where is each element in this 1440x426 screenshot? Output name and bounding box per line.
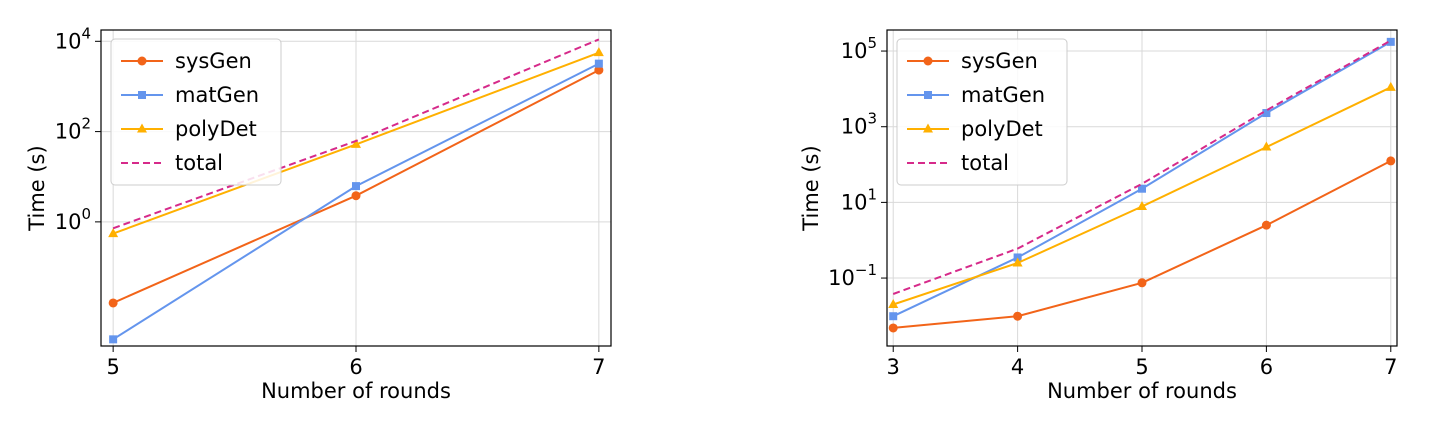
data-point-matGen (594, 59, 603, 68)
legend-marker-matGen (924, 91, 932, 99)
chart-1: 5 6 7 100 102 104 Number of rounds Time (s) sysG… (25, 24, 612, 403)
y-axis-label: Time (s) (799, 145, 823, 231)
x-axis-label: Number of rounds (261, 379, 451, 403)
y-tick-label: 104 (55, 24, 91, 53)
y-tick-label: 105 (841, 34, 877, 63)
legend-label-total: total (175, 151, 223, 175)
y-tick-label: 103 (841, 110, 877, 139)
data-point-sysGen (1261, 220, 1271, 230)
x-tick-label: 6 (349, 355, 362, 379)
y-tick-label: 100 (55, 205, 91, 234)
data-point-sysGen (1137, 278, 1147, 288)
x-tick-label: 3 (887, 355, 900, 379)
legend-label-sysGen: sysGen (175, 49, 252, 73)
data-point-sysGen (108, 298, 118, 308)
x-tick-label: 5 (106, 355, 119, 379)
legend-label-sysGen: sysGen (961, 49, 1038, 73)
series-line-total (892, 39, 1392, 295)
legend-label-polyDet: polyDet (961, 117, 1043, 141)
y-tick-label: 10−1 (828, 261, 877, 290)
legend-marker-polyDet (923, 123, 933, 133)
legend-box (896, 38, 1068, 186)
data-point-matGen (889, 312, 898, 321)
chart-2: 3 4 5 6 7 10−1 101 103 105 Number of rounds Time (… (799, 29, 1398, 403)
data-point-polyDet (593, 47, 604, 57)
legend-marker-matGen (138, 91, 146, 99)
y-tick-label: 102 (55, 115, 91, 144)
y-axis-label: Time (s) (25, 145, 49, 231)
data-point-sysGen (1013, 311, 1023, 321)
legend-marker-polyDet (137, 123, 147, 133)
data-point-matGen (1262, 109, 1271, 118)
data-point-matGen (109, 335, 118, 344)
legend-box (110, 38, 282, 186)
legend: sysGen matGen polyDet total (110, 38, 282, 186)
legend-marker-sysGen (137, 56, 147, 66)
data-point-matGen (1138, 184, 1146, 193)
x-tick-label: 6 (1260, 355, 1273, 379)
data-point-polyDet (1385, 81, 1396, 91)
data-point-matGen (1386, 37, 1395, 46)
data-point-sysGen (1386, 156, 1396, 166)
legend-marker-sysGen (923, 56, 933, 66)
y-tick-label: 101 (841, 185, 877, 214)
series-line-total (112, 38, 600, 230)
data-point-polyDet (1261, 141, 1272, 151)
data-point-polyDet (1012, 257, 1023, 267)
data-point-sysGen (351, 191, 361, 201)
data-point-polyDet (108, 228, 119, 238)
x-tick-label: 7 (592, 355, 605, 379)
data-point-matGen (1013, 253, 1022, 262)
x-tick-label: 4 (1011, 355, 1024, 379)
x-tick-label: 7 (1384, 355, 1397, 379)
x-axis-label: Number of rounds (1047, 379, 1237, 403)
legend-label-polyDet: polyDet (175, 117, 257, 141)
x-tick-label: 5 (1135, 355, 1148, 379)
data-point-polyDet (888, 298, 899, 308)
legend: sysGen matGen polyDet total (896, 38, 1068, 186)
legend-label-matGen: matGen (961, 83, 1045, 107)
data-point-polyDet (351, 138, 361, 148)
data-point-sysGen (888, 323, 898, 333)
data-point-matGen (352, 182, 360, 191)
legend-label-total: total (961, 151, 1009, 175)
data-point-sysGen (594, 65, 604, 75)
legend-label-matGen: matGen (175, 83, 259, 107)
data-point-polyDet (1137, 200, 1147, 210)
